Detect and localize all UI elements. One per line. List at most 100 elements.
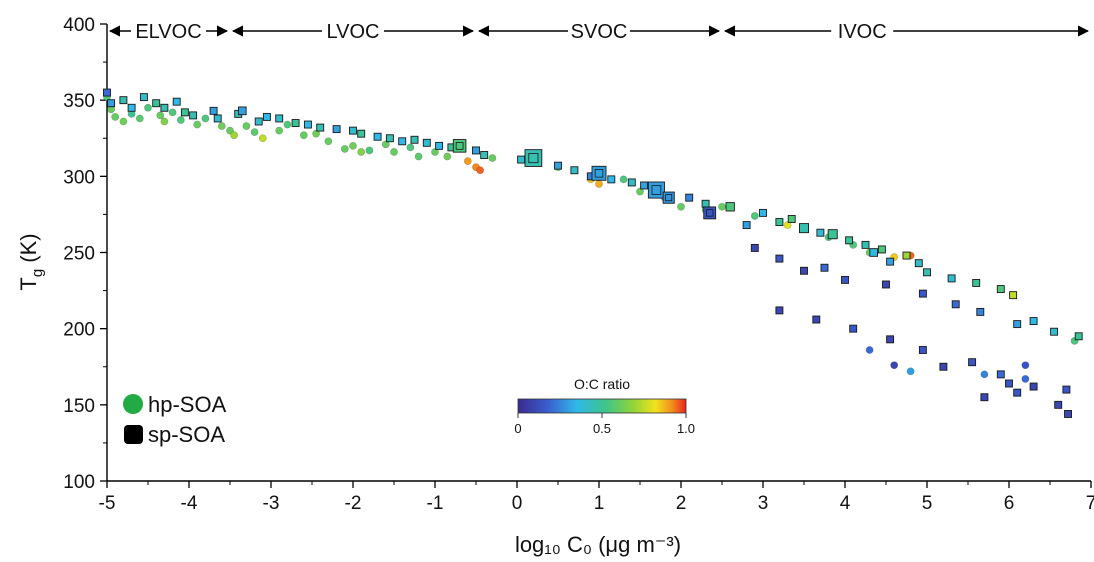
sp-soa-point [1062,385,1071,394]
sp-soa-point-inner [594,169,604,178]
sp-soa-point [775,306,784,315]
hp-soa-point [1021,361,1030,370]
volatility-label-svoc: SVOC [571,21,628,43]
hp-soa-point [324,137,333,146]
sp-soa-point [435,141,444,150]
sp-soa-point [607,175,616,184]
hp-soa-point [1021,375,1030,383]
sp-soa-point [107,99,116,108]
sp-soa-point [262,112,271,121]
sp-soa-point [385,134,394,143]
sp-soa-point-inner [665,194,673,202]
sp-soa-point [787,215,796,223]
x-tick-label: -4 [181,493,198,514]
sp-soa-point [685,193,694,202]
sp-soa-point [1029,382,1038,391]
hp-soa-point [176,116,185,124]
sp-soa-point [701,199,710,208]
sp-soa-point [861,240,870,249]
x-tick-label: 6 [1004,493,1015,514]
x-tick-label: -2 [345,493,362,514]
sp-soa-point [152,99,161,108]
sp-soa-point [972,279,981,287]
sp-soa-point [291,119,300,127]
sp-soa-point [237,106,247,116]
sp-soa-point [275,114,284,123]
hp-soa-point [193,120,202,129]
hp-soa-point [750,212,759,220]
volatility-classes: ELVOC LVOC SVOC IVOC [108,21,1090,43]
y-tick-label: 250 [63,244,95,265]
volatility-label-lvoc: LVOC [327,21,380,43]
y-tick-label: 400 [63,15,95,36]
sp-soa-point [980,393,989,402]
x-tick-label: 4 [840,493,851,514]
colorbar-tick-0: 0 [514,421,521,436]
x-tick-label: 2 [676,493,687,514]
hp-soa-point [312,129,320,138]
legend-marker-sp-soa [124,425,143,444]
hp-soa-point [258,134,267,143]
sp-soa-point [775,254,784,263]
sp-soa-point [172,97,181,106]
hp-soa-point [340,145,349,153]
sp-soa-point [918,346,927,354]
sp-soa-point [119,96,128,105]
sp-soa-point [725,202,735,212]
sp-soa-point [775,218,784,226]
hp-soa-point [431,148,439,156]
sp-soa-point [869,248,878,257]
volatility-label-elvoc: ELVOC [135,21,201,43]
y-tick-label: 200 [63,320,95,341]
sp-soa-point [996,370,1005,379]
x-tick-label: -1 [427,493,444,514]
sp-soa-point [472,146,480,155]
sp-soa-point [357,129,366,138]
sp-soa-point [827,229,838,240]
sp-soa-point [799,223,810,234]
sp-soa-point [800,266,808,275]
hp-soa-point [406,143,415,152]
x-axis: -5 -4 -3 -2 -1 0 1 2 3 4 5 6 7 [99,480,1094,514]
hp-soa-point [414,152,423,161]
sp-soa-point [373,132,382,141]
hp-soa-point [488,154,497,162]
sp-soa-point [591,165,607,181]
sp-soa-point [480,151,489,159]
hp-soa-point [135,114,144,123]
sp-soa-point [1013,388,1022,397]
x-tick-label: -5 [99,493,116,514]
y-axis-title: Tg (K) [16,233,46,290]
sp-soa-point [349,126,357,135]
sp-soa-point [422,138,431,147]
sp-soa-point-inner [528,153,539,164]
sp-soa-point [627,178,636,187]
hp-soa-point [865,346,874,354]
hp-soa-point [677,202,685,211]
hp-soa-point [201,114,210,123]
hp-soa-point [230,131,238,140]
sp-soa-point [996,285,1005,294]
hp-soa-point [476,166,484,175]
sp-soa-point [841,275,849,284]
sp-soa-point [1050,327,1059,336]
sp-soa-point-inner [706,209,714,217]
sp-soa-point [886,257,895,266]
sp-soa-point [1054,400,1063,409]
y-tick-label: 150 [63,396,95,417]
sp-soa-point [554,161,562,170]
sp-soa-point [923,268,931,277]
legend-label-sp-soa: sp-SOA [148,422,225,447]
sp-soa-point [160,103,169,112]
sp-soa-point [877,245,886,254]
colorbar-tick-0-5: 0.5 [593,421,611,436]
sp-soa-point [742,221,751,230]
hp-soa-point [168,108,177,117]
colorbar-gradient [517,398,687,414]
x-tick-label: 3 [758,493,769,514]
hp-soa-point [357,148,366,156]
hp-soa-point [595,180,603,188]
volatility-label-ivoc: IVOC [838,21,887,43]
y-tick-label: 100 [63,472,95,493]
